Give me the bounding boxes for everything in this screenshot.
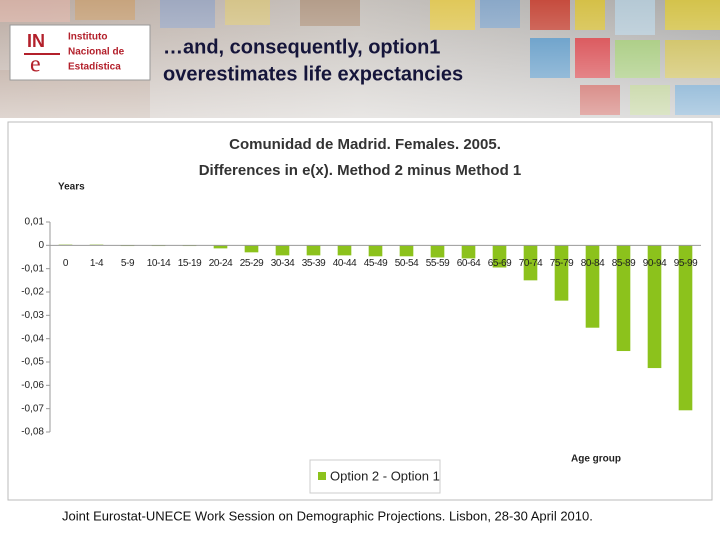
plot: 0,01 0 -0,01 -0,02 -0,03 -0,04 -0,05 -0,06 -0,07… — [21, 217, 701, 438]
bar — [399, 245, 414, 257]
y-tick-label: 0,01 — [25, 217, 45, 228]
x-tick-label: 10-14 — [147, 258, 171, 269]
legend-label: Option 2 - Option 1 — [330, 468, 440, 483]
bar — [244, 245, 259, 253]
y-tick-label: -0,02 — [21, 287, 44, 298]
logo-text: Estadística — [68, 62, 121, 73]
y-tick-label: -0,07 — [21, 403, 44, 414]
x-tick-label: 65-69 — [488, 258, 512, 269]
x-tick-label: 45-49 — [364, 258, 388, 269]
x-tick-label: 15-19 — [178, 258, 202, 269]
x-tick-label: 55-59 — [426, 258, 450, 269]
x-tick-label: 70-74 — [519, 258, 543, 269]
x-tick-label: 5-9 — [121, 258, 135, 269]
x-tick-label: 95-99 — [674, 258, 698, 269]
x-tick-label: 20-24 — [209, 258, 233, 269]
chart-title: Comunidad de Madrid. Females. 2005. — [229, 136, 501, 153]
y-tick-label: 0 — [38, 240, 44, 251]
x-tick-label: 0 — [63, 258, 69, 269]
legend-swatch — [318, 472, 326, 480]
x-tick-label: 30-34 — [271, 258, 295, 269]
x-tick-label: 25-29 — [240, 258, 264, 269]
bar — [213, 245, 228, 249]
bar — [306, 245, 321, 256]
logo-text: Instituto — [68, 32, 107, 43]
y-tick-label: -0,03 — [21, 310, 44, 321]
x-tick-label: 60-64 — [457, 258, 481, 269]
bar — [430, 245, 445, 258]
logo: IN e Instituto Nacional de Estadística — [9, 24, 151, 81]
footer: Joint Eurostat-UNECE Work Session on Dem… — [62, 508, 593, 523]
logo-text: Nacional de — [68, 47, 125, 58]
legend — [309, 459, 441, 494]
bar — [678, 245, 693, 411]
x-tick-label: 40-44 — [333, 258, 357, 269]
bar — [554, 245, 569, 301]
bar — [368, 245, 383, 257]
bar — [585, 245, 600, 328]
slide-title: overestimates life expectancies — [163, 63, 463, 85]
chart-title: Differences in e(x). Method 2 minus Meth… — [199, 162, 522, 179]
header-background — [0, 0, 720, 118]
x-axis-label: Age group — [571, 454, 621, 465]
slide-title: …and, consequently, option1 — [163, 36, 440, 58]
x-tick-label: 90-94 — [643, 258, 667, 269]
bar — [461, 245, 476, 259]
x-tick-label: 1-4 — [90, 258, 104, 269]
bar — [647, 245, 662, 369]
x-tick-label: 80-84 — [581, 258, 605, 269]
bar — [275, 245, 290, 256]
x-tick-label: 35-39 — [302, 258, 326, 269]
y-tick-label: -0,01 — [21, 263, 44, 274]
x-tick-label: 85-89 — [612, 258, 636, 269]
y-tick-label: -0,05 — [21, 357, 44, 368]
logo-mark: e — [30, 52, 41, 78]
y-tick-label: -0,06 — [21, 380, 44, 391]
y-tick-label: -0,08 — [21, 427, 44, 438]
bar — [492, 245, 507, 268]
bar — [523, 245, 538, 281]
bar — [337, 245, 352, 256]
y-tick-label: -0,04 — [21, 333, 44, 344]
y-axis-label: Years — [58, 182, 85, 193]
x-tick-label: 75-79 — [550, 258, 574, 269]
logo-mark: IN — [27, 31, 45, 51]
x-tick-label: 50-54 — [395, 258, 419, 269]
bar — [616, 245, 631, 352]
